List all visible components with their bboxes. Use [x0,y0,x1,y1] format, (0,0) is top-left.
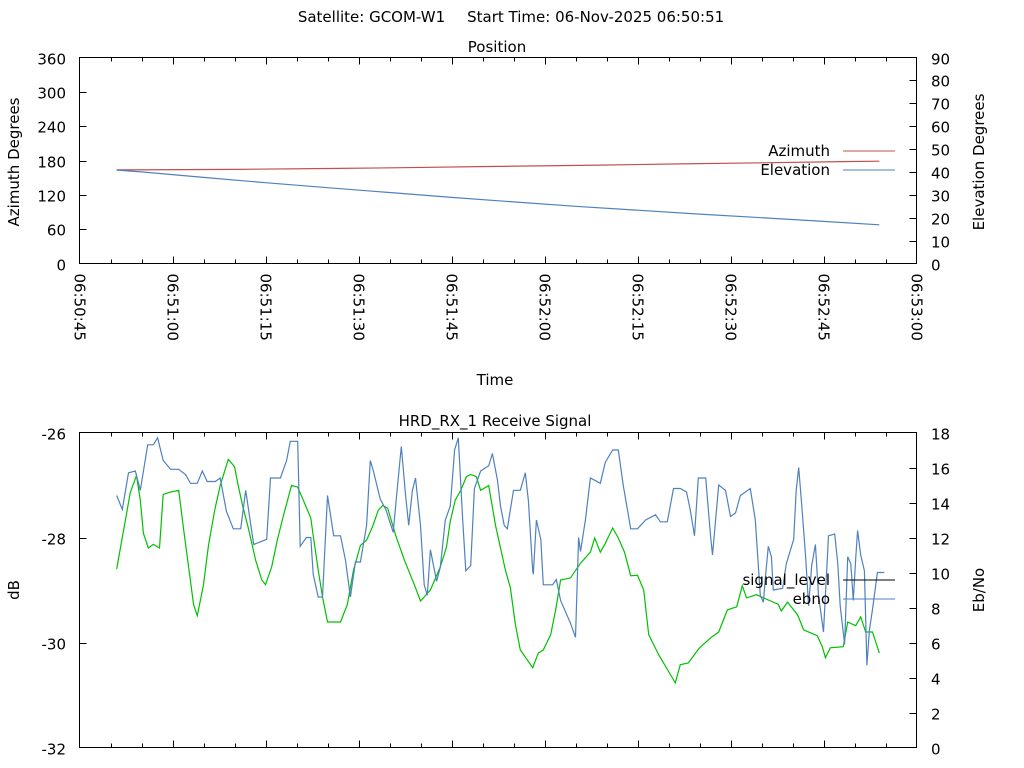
position-y2-tick-label: 10 [931,234,950,252]
position-y-tick-label: 120 [37,188,66,206]
legend-ebno-label: ebno [793,590,830,608]
signal-y2-tick-label: 0 [931,741,941,759]
signal-legend: signal_level ebno [742,571,895,608]
signal-y2-tick-label: 12 [931,531,950,549]
position-xlabel: Time [476,371,514,389]
signal-y2-tick-label: 2 [931,706,941,724]
signal-y2label: Eb/No [970,568,988,612]
legend-signal-level-label: signal_level [742,571,830,590]
position-x-tick-label: 06:53:00 [908,274,926,341]
signal-y-tick-label: -28 [42,531,67,549]
position-x-tick-label: 06:51:00 [164,274,182,341]
signal-series-signal-level [116,458,880,685]
signal-y2-tick-label: 16 [931,461,950,479]
position-ticks: 06:50:45 06:51:00 06:51:15 06:51:30 06:51:45… [37,51,950,341]
signal-y-tick-label: -32 [42,741,67,759]
position-y2-tick-label: 20 [931,211,950,229]
position-y2-tick-label: 80 [931,73,950,91]
position-y-tick-label: 360 [37,51,66,69]
signal-y2-tick-label: 8 [931,601,941,619]
position-y2-tick-label: 70 [931,96,950,114]
position-y-tick-label: 180 [37,154,66,172]
satellite-label: Satellite: GCOM-W1 [298,8,445,26]
position-title: Position [468,38,526,56]
signal-y2-tick-label: 10 [931,566,950,584]
legend-elevation-label: Elevation [760,161,830,179]
signal-ylabel: dB [5,580,23,600]
signal-plot-frame [79,432,917,748]
position-x-tick-label: 06:50:45 [71,274,89,341]
position-y2label: Elevation Degrees [970,93,988,230]
position-x-tick-label: 06:51:30 [350,274,368,341]
signal-title: HRD_RX_1 Receive Signal [399,412,592,431]
position-x-tick-label: 06:52:30 [722,274,740,341]
position-y2-tick-label: 90 [931,51,950,69]
position-y2-tick-label: 30 [931,188,950,206]
position-y-tick-label: 240 [37,119,66,137]
position-legend: Azimuth Elevation [760,142,895,179]
position-plot-frame [79,57,917,264]
position-y-tick-label: 60 [47,222,66,240]
signal-series [116,436,885,685]
position-y2-tick-label: 60 [931,119,950,137]
position-series [116,160,880,226]
start-time-label: Start Time: 06-Nov-2025 06:50:51 [467,8,724,26]
position-x-tick-label: 06:52:45 [815,274,833,341]
position-x-tick-label: 06:52:15 [629,274,647,341]
signal-y2-tick-label: 18 [931,426,950,444]
position-y-tick-label: 0 [56,257,66,275]
position-x-tick-label: 06:51:15 [257,274,275,341]
signal-y2-tick-label: 6 [931,636,941,654]
main-title: Satellite: GCOM-W1 Start Time: 06-Nov-202… [298,8,724,26]
position-x-tick-label: 06:52:00 [536,274,554,341]
signal-ticks: -32 -30 -28 -26 0 2 4 6 8 10 12 14 16 18 [42,426,951,759]
position-x-tick-label: 06:51:45 [443,274,461,341]
position-y2-tick-label: 50 [931,142,950,160]
signal-y-tick-label: -30 [42,636,67,654]
signal-chart: HRD_RX_1 Receive Signal -32 -30 -28 -26 0 2 4 6… [5,412,988,759]
position-y2-tick-label: 40 [931,165,950,183]
position-ylabel: Azimuth Degrees [5,97,23,226]
position-y-tick-label: 300 [37,85,66,103]
signal-y2-tick-label: 4 [931,671,941,689]
legend-azimuth-label: Azimuth [768,142,830,160]
position-y2-tick-label: 0 [931,257,941,275]
signal-y-tick-label: -26 [42,426,67,444]
signal-y2-tick-label: 14 [931,496,950,514]
position-series-azimuth [116,160,880,171]
position-series-elevation [116,169,880,226]
signal-series-ebno [116,436,885,666]
position-chart: Position 06:50:45 06:51:00 06:51:15 06:51:3… [5,38,988,389]
